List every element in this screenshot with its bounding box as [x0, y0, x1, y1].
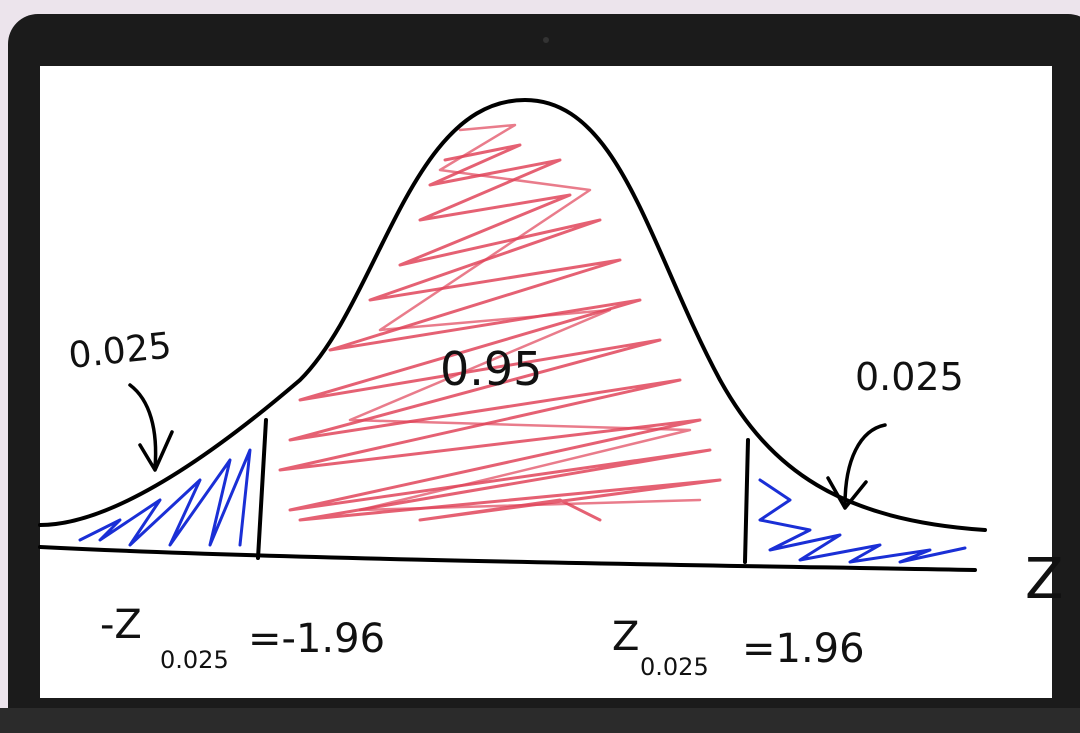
drawing	[38, 98, 987, 572]
axis-label: Z	[1025, 547, 1063, 612]
critical-symbol: -Z	[100, 602, 142, 648]
center-shading-2	[348, 123, 702, 512]
left-tail-shading	[78, 448, 252, 547]
left-cutoff	[256, 418, 268, 560]
left-arrow	[128, 383, 174, 472]
center-shading	[278, 143, 722, 522]
critical-subscript: 0.025	[160, 646, 229, 674]
right-tail-label: 0.025	[855, 355, 964, 399]
critical-value: =1.96	[742, 626, 865, 672]
critical-value: =-1.96	[248, 616, 385, 662]
center-label: 0.95	[440, 342, 542, 396]
normal-curve	[38, 98, 987, 532]
bezel-bottom	[0, 708, 1080, 733]
critical-symbol: Z	[612, 614, 639, 660]
critical-subscript: 0.025	[640, 653, 709, 681]
screen	[40, 66, 1052, 698]
right-arrow	[826, 423, 887, 510]
right-tail-shading	[758, 478, 967, 564]
right-cutoff	[743, 438, 750, 564]
camera	[543, 37, 549, 43]
baseline	[38, 545, 977, 572]
